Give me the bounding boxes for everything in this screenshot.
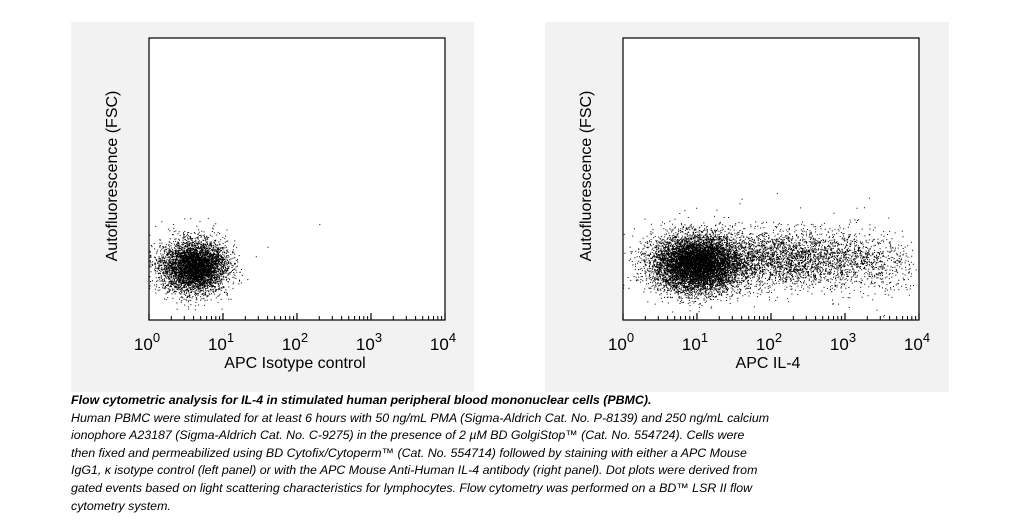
caption-line: then fixed and permeabilized using BD Cy… xyxy=(71,445,747,460)
tick-label: 100 xyxy=(608,330,634,354)
tick-label: 103 xyxy=(356,330,382,354)
event-dots xyxy=(623,193,917,318)
tick-label: 102 xyxy=(282,330,308,354)
tick-label: 100 xyxy=(134,330,160,354)
caption-line: IgG1, κ isotype control (left panel) or … xyxy=(71,463,758,478)
plot-0-ylabel: Autofluorescence (FSC) xyxy=(104,91,121,262)
il4-dot-plot: Autofluorescence (FSC) APC IL-4 100 101 10… xyxy=(578,37,930,372)
tick-label: 101 xyxy=(208,330,234,354)
caption-title: Flow cytometric analysis for IL-4 in sti… xyxy=(71,393,652,407)
minor-ticks xyxy=(644,316,917,320)
plot-1-xlabel: APC IL-4 xyxy=(736,355,801,372)
figure-caption: Flow cytometric analysis for IL-4 in sti… xyxy=(71,392,951,515)
tick-label: 104 xyxy=(430,330,456,354)
plot-1-ylabel: Autofluorescence (FSC) xyxy=(578,91,595,262)
minor-ticks xyxy=(170,316,443,320)
caption-line: Human PBMC were stimulated for at least … xyxy=(71,410,770,425)
event-dots xyxy=(149,217,321,311)
dot-plots: Autofluorescence (FSC) APC Isotype contr… xyxy=(104,37,930,372)
tick-label: 104 xyxy=(904,330,930,354)
caption-line: gated events based on light scattering c… xyxy=(71,480,753,495)
isotype-control-dot-plot: Autofluorescence (FSC) APC Isotype contr… xyxy=(104,37,456,372)
tick-label: 102 xyxy=(756,330,782,354)
plot-0-xlabel: APC Isotype control xyxy=(224,355,365,372)
tick-label: 103 xyxy=(830,330,856,354)
caption-line: cytometry system. xyxy=(71,498,171,513)
caption-line: ionophore A23187 (Sigma-Aldrich Cat. No.… xyxy=(71,428,745,443)
tick-label: 101 xyxy=(682,330,708,354)
